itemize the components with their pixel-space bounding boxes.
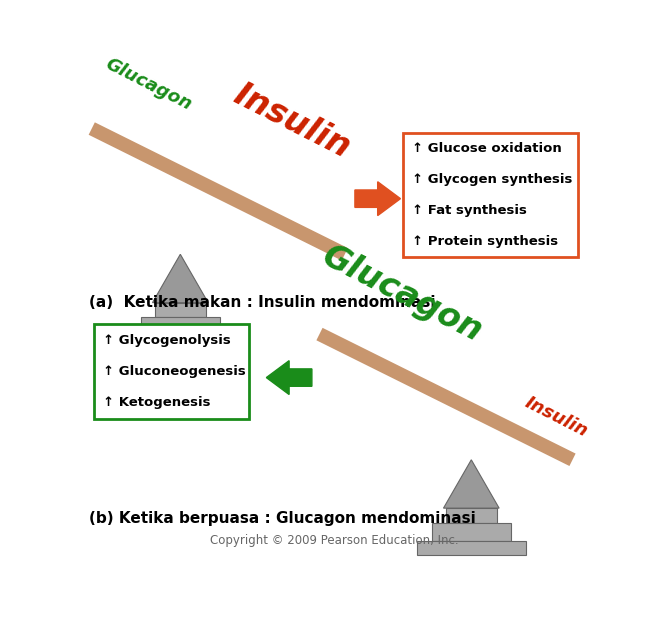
Text: Insulin: Insulin [522, 393, 591, 440]
Bar [403, 133, 578, 257]
Text: ↑ Protein synthesis: ↑ Protein synthesis [412, 235, 558, 248]
Polygon shape [355, 181, 400, 215]
Text: ↑ Fat synthesis: ↑ Fat synthesis [412, 204, 527, 217]
Bar [94, 325, 249, 419]
Text: ↑ Glycogenolysis: ↑ Glycogenolysis [103, 333, 231, 347]
Text: ↑ Gluconeogenesis: ↑ Gluconeogenesis [103, 365, 246, 378]
Polygon shape [266, 360, 312, 394]
Text: ↑ Ketogenesis: ↑ Ketogenesis [103, 396, 211, 409]
Text: ↑ Glycogen synthesis: ↑ Glycogen synthesis [412, 173, 573, 186]
Text: Glucagon: Glucagon [317, 239, 488, 349]
Bar [446, 508, 497, 522]
Text: (a)  Ketika makan : Insulin mendominasi: (a) Ketika makan : Insulin mendominasi [89, 295, 436, 310]
Text: (b) Ketika berpuasa : Glucagon mendominasi: (b) Ketika berpuasa : Glucagon mendomina… [89, 511, 476, 526]
Bar [126, 335, 234, 349]
Bar [155, 303, 206, 317]
Polygon shape [153, 254, 208, 303]
Text: Glucagon: Glucagon [102, 55, 195, 114]
Bar [141, 317, 219, 335]
Polygon shape [443, 460, 499, 508]
Bar [432, 522, 511, 541]
Bar [417, 541, 526, 555]
Text: ↑ Glucose oxidation: ↑ Glucose oxidation [412, 143, 562, 155]
Text: Insulin: Insulin [229, 78, 356, 165]
Text: Copyright © 2009 Pearson Education, Inc.: Copyright © 2009 Pearson Education, Inc. [210, 534, 459, 547]
